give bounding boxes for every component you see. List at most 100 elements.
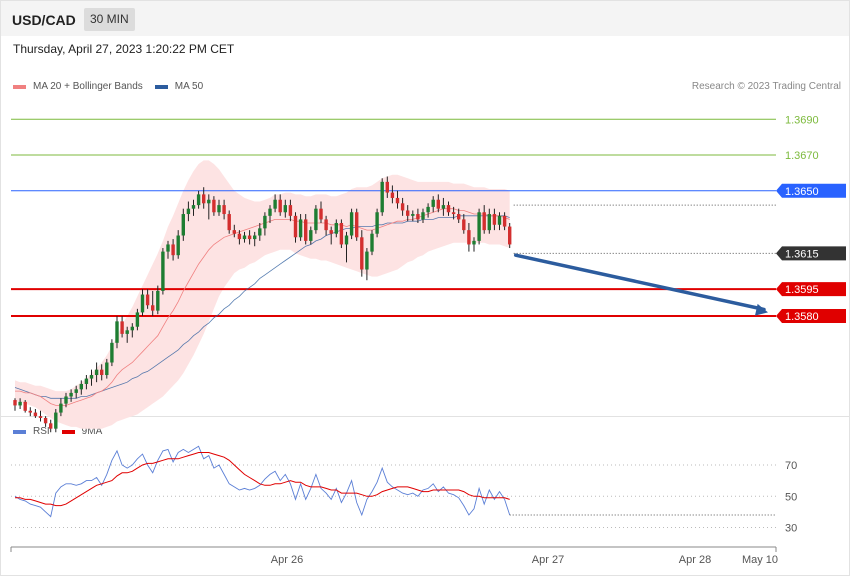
candle-body (258, 228, 262, 236)
candle-body (344, 235, 349, 245)
candle-body (145, 294, 150, 306)
timestamp: Thursday, April 27, 2023 1:20:22 PM CET (13, 42, 235, 56)
candle-body (18, 401, 22, 406)
candle-body (186, 208, 191, 215)
candle-body (59, 403, 63, 413)
candle-body (462, 219, 466, 231)
candle-body (202, 194, 206, 204)
candle-body (120, 321, 124, 334)
candle-body (304, 219, 308, 241)
candle-body (84, 378, 89, 384)
candle-body (130, 326, 134, 331)
rsi-line (14, 445, 511, 518)
interval-button[interactable]: 30 MIN (84, 8, 135, 31)
candle-body (309, 230, 313, 241)
candle-body (217, 205, 221, 213)
symbol-title: USD/CAD (12, 12, 76, 28)
candle-body (110, 342, 114, 363)
candle-body (242, 235, 247, 240)
x-tick-label: Apr 26 (271, 554, 303, 566)
candle-body (253, 235, 257, 240)
candle-body (247, 235, 252, 240)
rsi-tick-50: 50 (785, 491, 797, 503)
candle-body (288, 205, 293, 216)
candle-body (79, 383, 83, 390)
candle-body (441, 205, 446, 209)
rsi-tick-30: 30 (785, 523, 797, 535)
candle-body (324, 219, 328, 231)
candle-body (400, 203, 405, 211)
candle-body (54, 412, 58, 429)
candle-body (263, 215, 267, 229)
level-tag-1.3580 (776, 308, 846, 323)
candle-body (411, 214, 415, 216)
candle-body (365, 251, 369, 270)
candle-body (492, 214, 497, 225)
candle-body (227, 214, 231, 231)
candle-body (314, 208, 318, 231)
ma20-legend-label: MA 20 + Bollinger Bands (33, 81, 143, 92)
candle-body (191, 205, 196, 209)
candle-body (23, 401, 27, 411)
candle-body (508, 226, 512, 245)
candle-body (426, 206, 430, 213)
pane-divider (1, 416, 849, 417)
candle-body (100, 369, 104, 376)
ma50-legend-swatch (154, 84, 168, 89)
candle-body (293, 215, 298, 238)
candle-body (380, 181, 384, 213)
candle-body (355, 212, 359, 238)
candle-body (171, 244, 175, 256)
candle-body (283, 205, 287, 213)
candle-body (467, 230, 471, 245)
x-tick-label: Apr 27 (532, 554, 564, 566)
candle-body (156, 290, 160, 311)
candle-body (477, 212, 481, 241)
level-tag-1.3595 (776, 282, 846, 297)
level-label-1.3670: 1.3670 (785, 150, 819, 162)
candle-body (334, 222, 338, 234)
candle-body (395, 197, 400, 204)
main-legend: MA 20 + Bollinger Bands MA 50 (13, 81, 203, 92)
candle-body (406, 210, 410, 216)
candle-body (319, 208, 323, 220)
candle-body (298, 219, 303, 238)
candle-body (416, 214, 420, 220)
candle-body (370, 233, 374, 252)
forecast-arrow (513, 253, 766, 312)
candle-body (181, 214, 185, 236)
candle-body (38, 416, 43, 418)
ma50-legend-label: MA 50 (174, 81, 204, 92)
level-tag-1.3650 (776, 183, 846, 198)
candle-body (89, 375, 94, 379)
candle-body (273, 199, 277, 209)
candle-body (176, 235, 180, 256)
candle-body (28, 410, 32, 413)
candle-body (487, 214, 491, 231)
candle-body (349, 212, 354, 236)
candle-body (278, 199, 282, 213)
rsi-legend-swatch (13, 429, 26, 434)
candle-body (135, 312, 140, 327)
level-label-1.3595: 1.3595 (785, 284, 819, 296)
candle-body (115, 321, 119, 343)
candle-body (69, 392, 73, 397)
candle-body (457, 214, 461, 220)
rsi-legend-label: RSI (33, 426, 50, 437)
ma9-legend-label: 9MA (81, 426, 103, 437)
candle-body (232, 230, 236, 234)
candle-body (436, 199, 440, 209)
candle-body (166, 244, 170, 252)
candle-body (125, 330, 129, 334)
candle-body (421, 212, 425, 220)
candle-body (49, 423, 53, 429)
rsi-tick-70: 70 (785, 460, 797, 472)
candle-body (140, 294, 145, 313)
level-label-1.3690: 1.3690 (785, 114, 819, 126)
level-label-1.3650: 1.3650 (785, 186, 819, 198)
candle-body (472, 240, 476, 245)
candle-body (451, 212, 456, 215)
candle-body (390, 192, 395, 198)
chart-header: USD/CAD 30 MIN (1, 1, 849, 36)
